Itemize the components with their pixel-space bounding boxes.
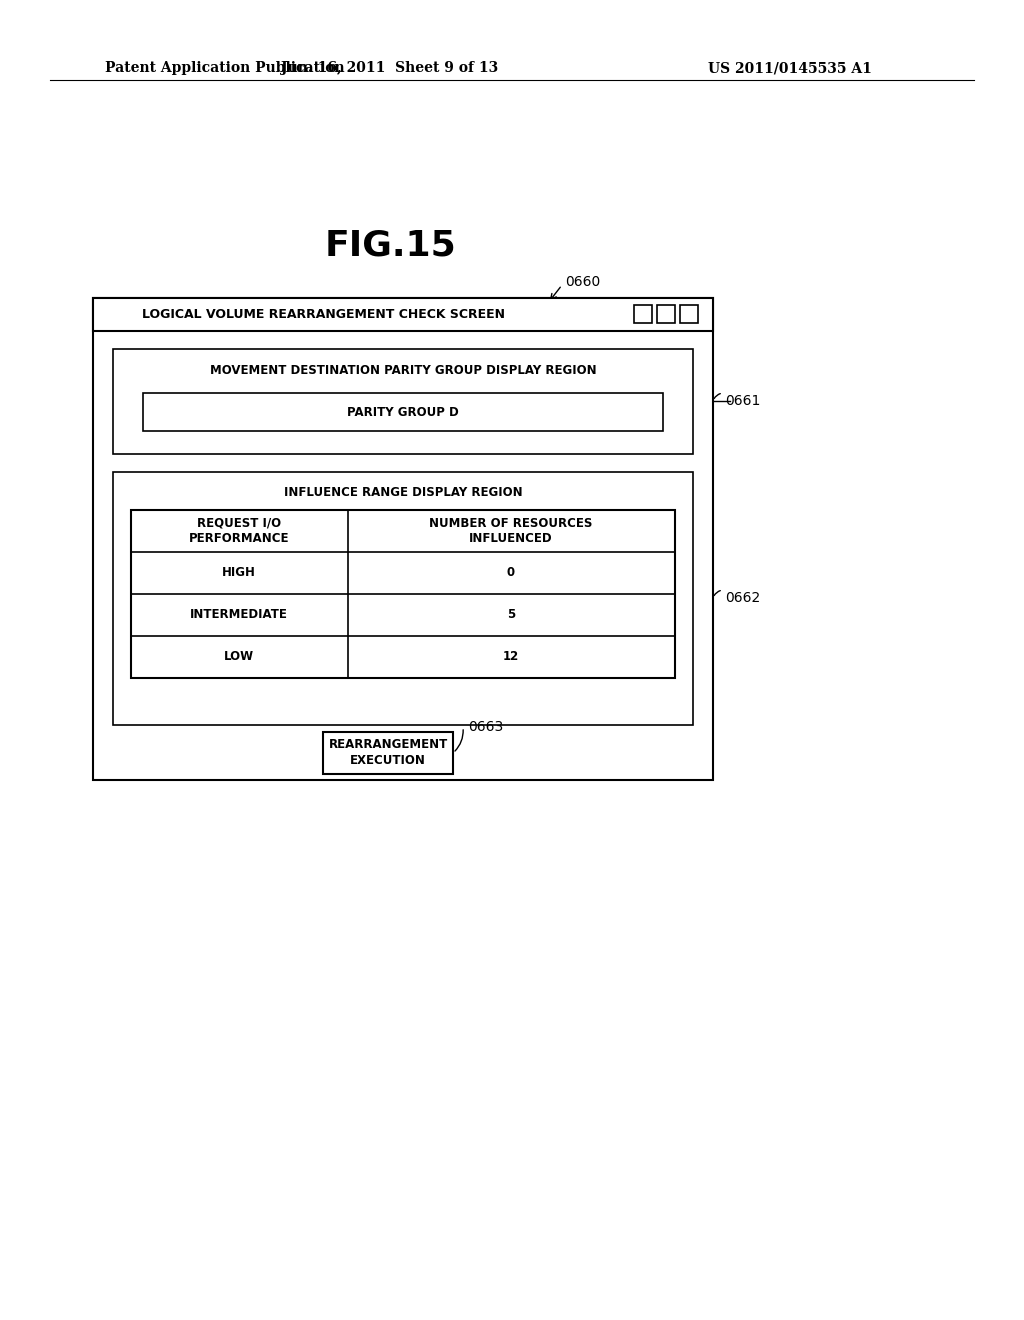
Text: NUMBER OF RESOURCES
INFLUENCED: NUMBER OF RESOURCES INFLUENCED [429,517,593,545]
Text: LOW: LOW [224,651,254,664]
Text: Patent Application Publication: Patent Application Publication [105,61,345,75]
Text: INTERMEDIATE: INTERMEDIATE [190,609,288,622]
Text: 5: 5 [507,609,515,622]
Bar [93,298,713,331]
Text: FIG.15: FIG.15 [325,228,456,261]
Bar [113,473,693,725]
Bar [323,733,453,774]
Text: REARRANGEMENT
EXECUTION: REARRANGEMENT EXECUTION [329,738,447,767]
Text: 0661: 0661 [725,393,761,408]
Text: US 2011/0145535 A1: US 2011/0145535 A1 [708,61,872,75]
Bar [131,510,675,678]
Bar [113,348,693,454]
Text: 12: 12 [503,651,519,664]
Bar [657,305,675,323]
Text: 0660: 0660 [565,275,600,289]
Text: 0662: 0662 [725,591,760,605]
Text: INFLUENCE RANGE DISPLAY REGION: INFLUENCE RANGE DISPLAY REGION [284,486,522,499]
Bar [93,298,713,780]
Text: 0: 0 [507,566,515,579]
Text: PARITY GROUP D: PARITY GROUP D [347,405,459,418]
Bar [143,393,663,432]
Bar [680,305,698,323]
Text: MOVEMENT DESTINATION PARITY GROUP DISPLAY REGION: MOVEMENT DESTINATION PARITY GROUP DISPLA… [210,364,596,378]
Text: REQUEST I/O
PERFORMANCE: REQUEST I/O PERFORMANCE [188,517,289,545]
Text: Jun. 16, 2011  Sheet 9 of 13: Jun. 16, 2011 Sheet 9 of 13 [282,61,499,75]
Text: HIGH: HIGH [222,566,256,579]
Bar [634,305,652,323]
Text: LOGICAL VOLUME REARRANGEMENT CHECK SCREEN: LOGICAL VOLUME REARRANGEMENT CHECK SCREE… [141,308,505,321]
Text: 0663: 0663 [468,719,503,734]
